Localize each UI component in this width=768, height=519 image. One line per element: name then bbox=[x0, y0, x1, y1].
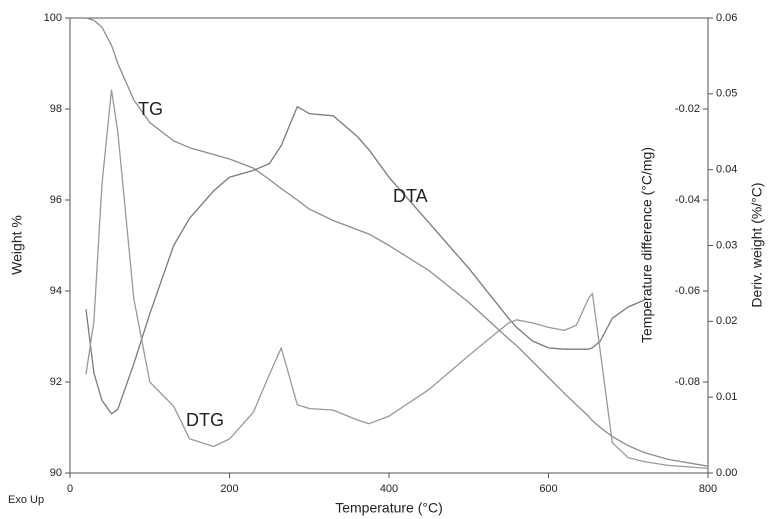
y-tick-label: 94 bbox=[50, 285, 62, 297]
y3-tick-label: 0.01 bbox=[716, 391, 737, 403]
y2-axis-title: Temperature difference (°C/mg) bbox=[639, 147, 655, 343]
x-tick-label: 0 bbox=[67, 483, 73, 495]
y3-tick-label: 0.06 bbox=[716, 12, 737, 24]
x-axis-title: Temperature (°C) bbox=[335, 500, 443, 516]
y-axis-title: Weight % bbox=[9, 215, 25, 275]
series-line bbox=[85, 17, 709, 467]
y3-tick-label: 0.05 bbox=[716, 88, 737, 100]
annotation: DTA bbox=[393, 186, 428, 206]
x-tick-label: 800 bbox=[699, 483, 717, 495]
y3-tick-label: 0.04 bbox=[716, 164, 737, 176]
y-tick-label: 90 bbox=[50, 467, 62, 479]
y3-axis-title: Deriv. weight (%/°C) bbox=[749, 182, 765, 307]
y3-tick-label: 0.03 bbox=[716, 239, 737, 251]
y-tick-label: 92 bbox=[50, 376, 62, 388]
y3-tick-label: 0.02 bbox=[716, 315, 737, 327]
x-tick-label: 600 bbox=[539, 483, 557, 495]
y2-tick-label: -0.02 bbox=[675, 103, 700, 115]
annotation: TG bbox=[138, 99, 163, 119]
y2-tick-label: -0.08 bbox=[675, 376, 700, 388]
annotation: Exo Up bbox=[8, 494, 44, 506]
y2-tick-label: -0.06 bbox=[675, 285, 700, 297]
y3-tick-label: 0.00 bbox=[716, 467, 737, 479]
y-tick-label: 96 bbox=[50, 194, 62, 206]
y-tick-label: 98 bbox=[50, 103, 62, 115]
y2-tick-label: -0.04 bbox=[675, 194, 700, 206]
y-tick-label: 100 bbox=[44, 12, 62, 24]
x-tick-label: 200 bbox=[220, 483, 238, 495]
annotation: DTG bbox=[186, 410, 224, 430]
series-line bbox=[85, 106, 645, 415]
x-tick-label: 400 bbox=[380, 483, 398, 495]
series-line bbox=[85, 89, 709, 470]
